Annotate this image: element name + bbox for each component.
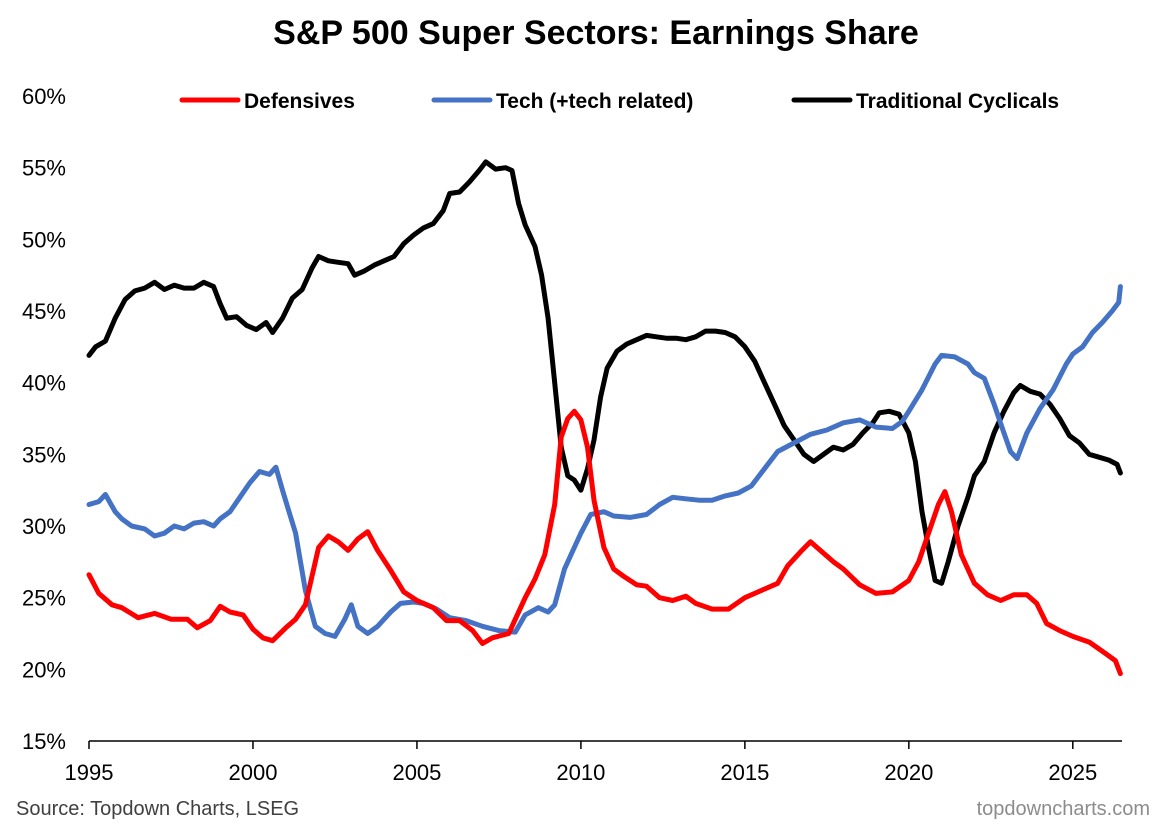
y-tick-label: 60% — [22, 84, 66, 109]
y-tick-label: 30% — [22, 514, 66, 539]
legend-label: Defensives — [244, 90, 355, 113]
y-tick-label: 40% — [22, 371, 66, 396]
chart-title: S&P 500 Super Sectors: Earnings Share — [273, 14, 919, 52]
y-tick-label: 25% — [22, 586, 66, 611]
x-tick-label: 1995 — [65, 760, 114, 785]
y-tick-label: 20% — [22, 657, 66, 682]
x-tick-label: 2010 — [556, 760, 605, 785]
x-axis: 1995 2000 2005 2010 2015 2020 2025 — [65, 740, 1122, 785]
y-tick-label: 35% — [22, 442, 66, 467]
brand-watermark: topdowncharts.com — [977, 798, 1150, 820]
y-tick-label: 50% — [22, 227, 66, 252]
x-tick-label: 2005 — [392, 760, 441, 785]
legend-label: Tech (+tech related) — [496, 90, 693, 113]
legend: Defensives Tech (+tech related) Traditiona… — [179, 90, 1059, 113]
series-line-tech-tech-related — [86, 284, 1123, 639]
y-tick-label: 15% — [22, 729, 66, 754]
source-note: Source: Topdown Charts, LSEG — [16, 798, 299, 820]
series-line-defensives — [86, 408, 1123, 677]
y-axis-tick-labels: 15% 20% 25% 30% 35% 40% 45% 50% 55% 60% — [22, 84, 66, 754]
legend-label: Traditional Cyclicals — [856, 90, 1059, 113]
y-tick-label: 45% — [22, 299, 66, 324]
x-tick-label: 2000 — [228, 760, 277, 785]
series-line-traditional-cyclicals — [86, 159, 1123, 586]
x-tick-label: 2025 — [1048, 760, 1097, 785]
y-tick-label: 55% — [22, 156, 66, 181]
x-tick-label: 2020 — [884, 760, 933, 785]
x-tick-label: 2015 — [720, 760, 769, 785]
plot-area — [86, 159, 1123, 677]
